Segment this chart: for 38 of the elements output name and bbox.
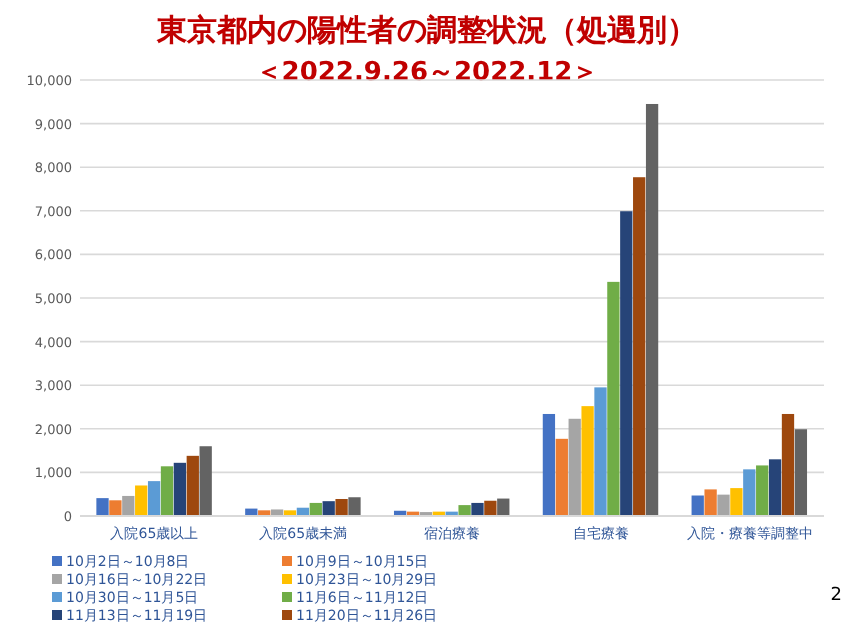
bar [555, 438, 568, 516]
bar [348, 497, 361, 516]
bar [581, 406, 594, 516]
bar [568, 418, 581, 516]
bar [497, 498, 510, 516]
bar [768, 459, 782, 516]
bar [471, 502, 484, 516]
bar [199, 446, 212, 516]
bar [270, 509, 284, 516]
chart-title: 東京都内の陽性者の調整状況（処遇別） [155, 12, 697, 48]
bar [484, 500, 497, 516]
bar [794, 429, 808, 516]
bar [122, 495, 135, 516]
bar [186, 455, 199, 516]
bar [645, 103, 659, 516]
bar [109, 500, 122, 516]
bar [542, 413, 556, 516]
bar [730, 488, 743, 516]
bar [160, 466, 174, 516]
bar [704, 489, 717, 516]
bar [135, 485, 148, 516]
bar [96, 498, 109, 516]
bar [620, 211, 633, 516]
bar [743, 469, 756, 516]
bar [458, 505, 471, 516]
chart-subtitle: ＜2022.9.26～2022.12＞ [255, 58, 599, 88]
bar [594, 387, 607, 516]
bar [322, 501, 335, 516]
bar [147, 481, 161, 516]
bar [633, 177, 646, 516]
bar [691, 495, 704, 516]
bar [335, 499, 348, 516]
bar [173, 462, 187, 516]
bar [717, 494, 730, 516]
text: 2 [830, 586, 842, 606]
bar [756, 465, 769, 516]
bar [781, 413, 795, 516]
bar [607, 281, 620, 516]
